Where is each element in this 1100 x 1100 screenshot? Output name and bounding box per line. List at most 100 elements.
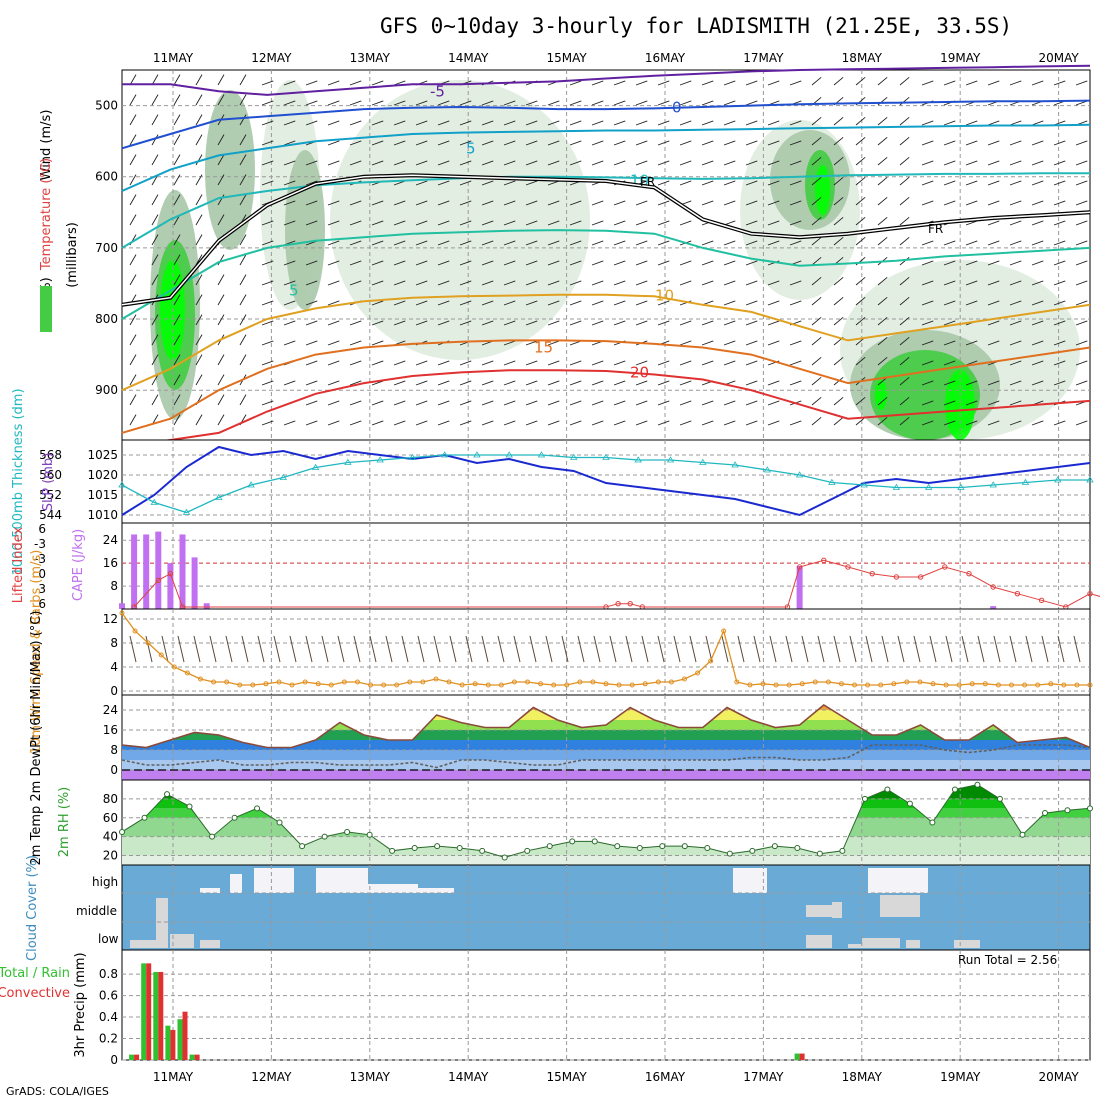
wind-barb [613,360,626,366]
wind-barb [217,174,225,186]
wind-barb [217,414,225,426]
wind-barb [569,220,582,226]
wind10-marker [708,658,714,664]
wind-barb [1009,420,1022,426]
wind-barb [1053,280,1066,286]
wind-barb [195,414,203,426]
wind-barb [239,194,247,206]
cloud-high-block [368,884,418,893]
wind-barb [393,160,406,166]
rh-blob [330,80,590,360]
wind-barb [239,74,247,86]
y-tick-label: 60 [103,811,118,825]
wind-barb [657,100,670,106]
wind-barb [217,74,225,86]
rh2m-marker [884,786,891,793]
wind-barb [1075,240,1088,246]
wind-barb [481,120,494,126]
y-tick-label: 1015 [87,488,118,502]
wind-barb [723,180,736,186]
wind-barb [371,360,384,366]
wind-barb [459,100,472,106]
wind-barb [679,120,692,126]
wind-barb [1075,160,1088,166]
bottom-day-labels: 11MAY 12MAY 13MAY 14MAY 15MAY 16MAY 17MAY 18MAY… [153,1070,1080,1084]
wind-barb [305,80,318,86]
wind-barb [459,420,472,426]
wind-barb [547,220,560,226]
wind10-barb [977,635,985,663]
wind-barb [613,220,626,226]
wind-barb [701,400,714,406]
wind-barb [459,260,472,266]
wind-barb [415,100,428,106]
slp-axis-label: SLP (mb) [41,453,56,512]
wind10-marker [1022,682,1028,688]
wind-barb [283,320,296,326]
rh2m-marker [794,845,801,851]
wind-barb [327,360,340,366]
wind-barb [965,240,978,246]
wind-barb [943,380,956,386]
wind-barb [745,260,758,266]
y-tick-label: 1025 [87,448,118,462]
wind-barb [767,300,780,306]
cape-bar [179,534,186,609]
y-tick-label: 800 [95,312,118,326]
temperature-contour [122,64,1091,96]
wind10-marker [197,676,203,682]
wind-barb [723,120,736,126]
wind-barb [415,160,428,166]
wind10-marker [721,628,727,634]
wind-barb [305,260,318,266]
wind-barb [877,116,888,126]
wind10-marker [747,682,753,688]
wind-barb [657,280,670,286]
temp-band [122,770,1090,780]
wind-barb [327,380,340,386]
wind-barb [635,200,648,206]
wind-barb [613,120,626,126]
wind10-marker [865,682,871,688]
wind-barb [415,380,428,386]
lifted-index-marker [167,570,174,577]
wind-barb [987,320,1000,326]
temperature-label: Temperature (°C) [39,158,54,271]
wind-barb [415,280,428,286]
wind10-marker [1061,682,1067,688]
wind-barb [371,420,384,426]
wind-barb [899,416,910,426]
wind-barb [723,280,736,286]
wind-barb [921,180,934,186]
wind-barb [833,296,844,306]
wind-barb [591,240,604,246]
cape-bar [990,606,997,609]
wind-barb [811,256,822,266]
wind-barb [855,196,866,206]
wind-barb [1075,200,1088,206]
wind-barb [701,360,714,366]
rh2m-marker [659,843,666,850]
temp-line [121,704,1091,749]
wind-barb [965,280,978,286]
wind-barb [657,260,670,266]
wind-barb [657,360,670,366]
wind10-marker [381,682,387,688]
wind-barb [591,100,604,106]
wind-barb [239,354,247,366]
wind-barb [349,200,362,206]
wind-barb [393,260,406,266]
wind-barb [569,240,582,246]
wind10-barb [193,635,201,663]
wind-barb [459,200,472,206]
wind-barb [613,80,626,86]
wind-barb [877,276,888,286]
wind-barb [327,100,340,106]
wind-barb [459,400,472,406]
wind-barb [173,334,181,346]
wind-barb [525,160,538,166]
lifted-index-marker [615,600,621,607]
wind-barb [569,420,582,426]
wind10-barb [625,635,633,663]
wind-barb [195,114,203,126]
